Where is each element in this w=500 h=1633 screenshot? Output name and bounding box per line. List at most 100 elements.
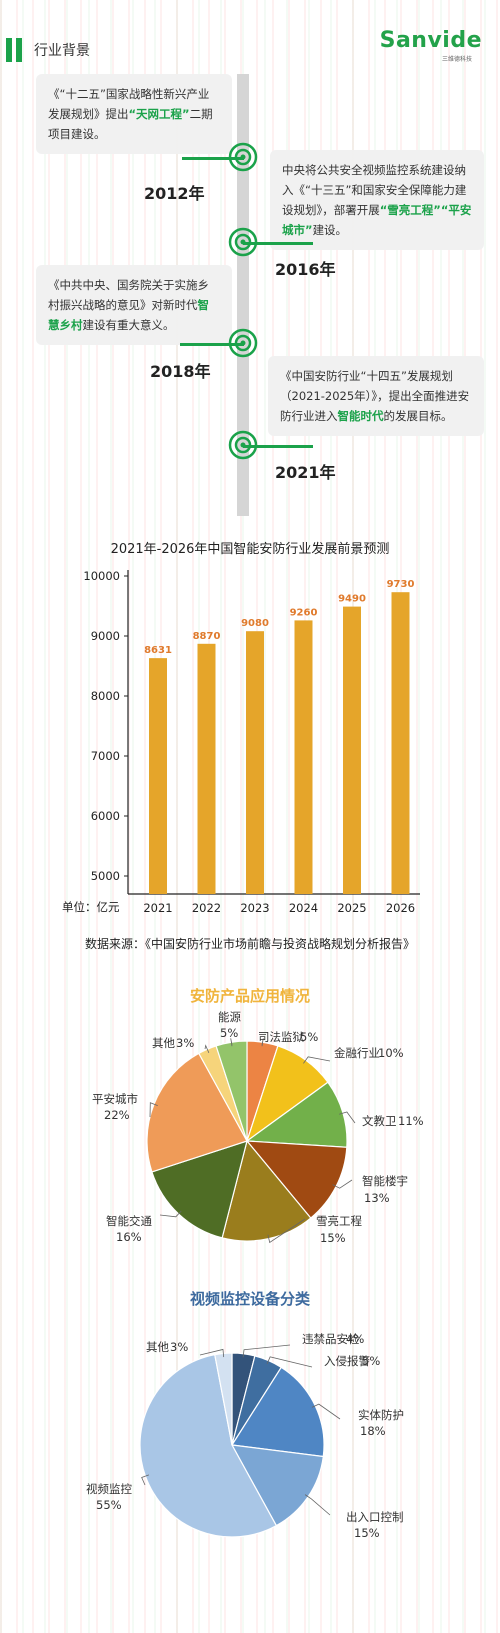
timeline-connector <box>243 242 313 245</box>
pie2-title: 视频监控设备分类 <box>189 1290 310 1308</box>
pie-slice-label: 平安城市 <box>92 1092 138 1106</box>
pie-slice-label: 其他 <box>152 1036 175 1050</box>
pie-leader-line <box>304 1494 331 1516</box>
timeline-text-segment: 中央将公共安全视频监控系统建设纳入《“十三五”和国家安全保障能力建设规划》，部署… <box>282 163 467 217</box>
header-accent-bar <box>16 38 22 62</box>
pie-slice-percent: 5% <box>362 1354 380 1368</box>
pie-slice-percent: 55% <box>96 1498 122 1512</box>
timeline-text-segment: 《中国安防行业“十四五”发展规划（2021-2025年）》，提出全面推进安防行业… <box>280 369 470 423</box>
timeline-connector <box>180 343 244 346</box>
pie-slice-label: 智能楼宇 <box>362 1174 408 1188</box>
bar <box>294 620 313 894</box>
timeline-text-segment: 建设有重大意义。 <box>82 318 175 332</box>
pie-leader-line <box>303 1056 331 1064</box>
pie-slice-percent: 5% <box>300 1030 318 1044</box>
pie-slice-percent: 13% <box>364 1191 390 1205</box>
pie-leader-line <box>339 1111 356 1124</box>
pie-slice-label: 实体防护 <box>358 1408 404 1422</box>
y-tick-label: 9000 <box>91 629 120 643</box>
bar <box>391 592 410 894</box>
pie-slice-percent: 3% <box>176 1036 194 1050</box>
x-tick-label: 2023 <box>240 901 269 915</box>
timeline-text-2018: 《中共中央、国务院关于实施乡村振兴战略的意见》对新时代智慧乡村建设有重大意义。 <box>36 265 232 345</box>
bar-chart: 5000 6000 7000 8000 9000 10000 8631 2021 8870 202… <box>83 569 420 915</box>
pie-leader-line <box>204 1044 210 1054</box>
bar <box>246 631 264 894</box>
bar-value-label: 9080 <box>241 618 269 629</box>
pie-slice-label: 雪亮工程 <box>316 1214 362 1228</box>
pie-leader-line <box>149 1102 158 1118</box>
pie-slice-label: 入侵报警 <box>324 1354 370 1368</box>
pie-leader-line <box>159 1210 182 1218</box>
bar-value-label: 9730 <box>387 579 415 590</box>
pie-slice-label: 出入口控制 <box>346 1510 404 1524</box>
timeline-highlight: 智慧乡村 <box>48 298 209 332</box>
timeline-text-segment: 《中共中央、国务院关于实施乡村振兴战略的意见》对新时代 <box>48 278 209 312</box>
timeline-node-icon <box>228 142 258 172</box>
header-accent-bar <box>6 38 12 62</box>
pie-leader-line <box>199 1348 225 1358</box>
unit-label: 单位：亿元 <box>62 900 120 914</box>
timeline-year-2012: 2012年 <box>144 184 205 203</box>
timeline-text-segment: 《“十二五”国家战略性新兴产业发展规划》提出 <box>48 87 210 121</box>
timeline-year-2016: 2016年 <box>275 260 336 279</box>
timeline-text-2016: 中央将公共安全视频监控系统建设纳入《“十三五”和国家安全保障能力建设规划》，部署… <box>270 150 484 250</box>
pie-slice-percent: 22% <box>104 1108 130 1122</box>
timeline-node-icon <box>228 227 258 257</box>
pie-slice-label: 视频监控 <box>86 1482 132 1496</box>
pie-leader-line <box>230 1038 233 1047</box>
timeline-highlight: 智能时代 <box>337 409 384 423</box>
timeline-markers <box>228 142 258 460</box>
bar <box>197 643 216 894</box>
y-tick-label: 10000 <box>83 569 120 583</box>
timeline-text-2012: 《“十二五”国家战略性新兴产业发展规划》提出“天网工程”二期项目建设。 <box>36 74 232 154</box>
timeline-text-2021: 《中国安防行业“十四五”发展规划（2021-2025年）》，提出全面推进安防行业… <box>268 356 484 436</box>
timeline-text-segment: 建设。 <box>312 223 348 237</box>
pie-leader-line <box>141 1474 150 1486</box>
y-tick-label: 5000 <box>91 869 120 883</box>
pie-slice-label: 违禁品安检 <box>302 1332 360 1346</box>
pie1-title: 安防产品应用情况 <box>189 987 310 1005</box>
bar-value-label: 9260 <box>290 607 318 618</box>
pie-slice-label: 智能交通 <box>106 1214 152 1228</box>
timeline-node-icon <box>228 430 258 460</box>
bar <box>149 658 167 894</box>
timeline-node-icon <box>228 328 258 358</box>
timeline-highlight: “天网工程” <box>128 107 190 121</box>
pie-leader-line <box>242 1344 291 1358</box>
pie-leader-line <box>266 1356 313 1368</box>
pie-slice-percent: 16% <box>116 1230 142 1244</box>
pie-leader-line <box>261 1038 264 1047</box>
timeline-text-segment: 二期项目建设。 <box>48 107 213 141</box>
pie-slice-percent: 3% <box>170 1340 188 1354</box>
x-tick-label: 2021 <box>143 901 172 915</box>
timeline-year-2018: 2018年 <box>150 362 211 381</box>
pie-slice-percent: 18% <box>360 1424 386 1438</box>
bar-value-label: 9490 <box>338 594 366 605</box>
timeline-year-2021: 2021年 <box>275 463 336 482</box>
timeline-text-segment: 的发展目标。 <box>383 409 453 423</box>
y-tick-label: 7000 <box>91 749 120 763</box>
y-tick-label: 8000 <box>91 689 120 703</box>
pie-slice-percent: 11% <box>398 1114 424 1128</box>
bar-chart-title: 2021年-2026年中国智能安防行业发展前景预测 <box>110 542 390 557</box>
brand-logo: Sanvide <box>379 28 482 53</box>
timeline-connector <box>243 445 313 448</box>
y-tick-label: 6000 <box>91 809 120 823</box>
pie-slice-percent: 10% <box>378 1046 404 1060</box>
pie-slice-percent: 5% <box>220 1026 238 1040</box>
pie-slice-percent: 15% <box>320 1231 346 1245</box>
section-title: 行业背景 <box>34 43 90 59</box>
brand-subtitle: 三维德科技 <box>441 56 472 63</box>
bar <box>343 606 361 894</box>
timeline-connector <box>182 157 244 160</box>
bar-value-label: 8870 <box>193 631 221 642</box>
pie-slice-label: 文教卫 <box>362 1114 397 1128</box>
x-tick-label: 2022 <box>192 901 221 915</box>
pie-slice-label: 其他 <box>146 1340 169 1354</box>
pie-slice-label: 金融行业 <box>334 1046 380 1060</box>
pie-leader-line <box>332 1179 353 1189</box>
